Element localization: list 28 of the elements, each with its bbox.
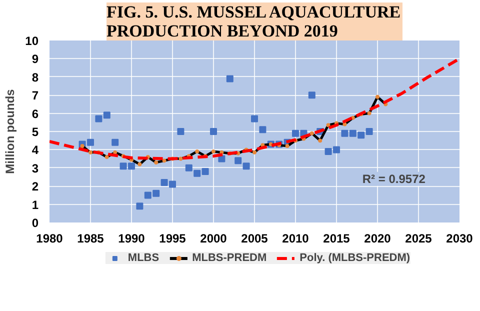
legend-label: Poly. (MLBS-PREDM) <box>300 252 410 264</box>
annotation: R² = 0.9572 <box>362 172 426 186</box>
y-tick-label: 5 <box>32 125 39 139</box>
y-tick-label: 2 <box>32 180 39 194</box>
y-tick-label: 7 <box>32 88 39 103</box>
x-tick-label: 1980 <box>36 232 64 246</box>
y-tick-label: 1 <box>32 198 39 212</box>
x-tick-label: 2010 <box>282 232 310 246</box>
y-tick-label: 6 <box>32 106 39 121</box>
y-axis-title: Million pounds <box>3 88 18 174</box>
x-tick-label: 2025 <box>405 232 432 246</box>
x-tick-label: 1985 <box>77 232 104 246</box>
x-tick-label: 2005 <box>241 232 268 246</box>
y-tick-label: 3 <box>32 161 39 176</box>
x-tick-label: 1990 <box>118 232 146 246</box>
y-tick-label: 0 <box>32 216 39 230</box>
y-tick-label: 4 <box>32 143 39 158</box>
x-tick-label: 1995 <box>159 232 186 246</box>
y-tick-label: 9 <box>32 52 39 66</box>
legend-label: MLBS <box>128 252 160 264</box>
y-tick-label: 10 <box>25 34 39 48</box>
x-tick-label: 2030 <box>446 232 474 246</box>
chart-title: FIG. 5. U.S. MUSSEL AQUACULTURE PRODUCTION BEYOND 2019 <box>106 2 401 40</box>
x-tick-label: 2020 <box>364 232 392 246</box>
y-tick-label: 8 <box>32 70 39 84</box>
x-tick-label: 2000 <box>200 232 228 246</box>
legend-label: MLBS-PREDM <box>192 252 267 264</box>
x-tick-label: 2015 <box>323 232 350 246</box>
